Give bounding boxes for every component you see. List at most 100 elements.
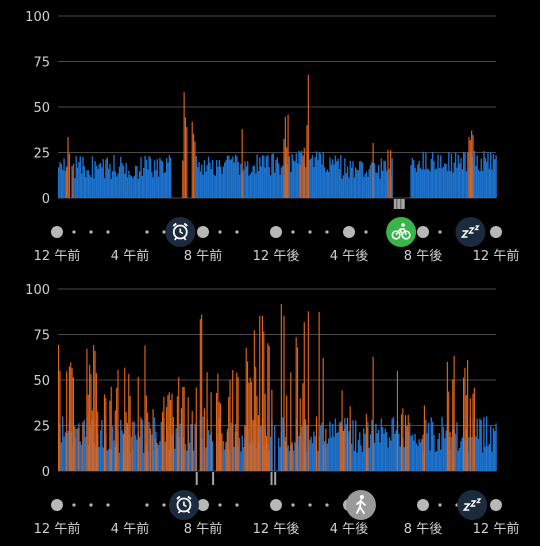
hr-bar-blue bbox=[448, 152, 450, 198]
hr-bar-blue bbox=[423, 169, 426, 198]
hr-bar-orange bbox=[448, 391, 450, 471]
hr-bar-orange bbox=[449, 432, 451, 471]
hr-bar-blue bbox=[116, 176, 118, 198]
sleep-icon-z2 bbox=[467, 227, 475, 234]
alarm-clock-icon[interactable] bbox=[168, 490, 199, 520]
hr-bar-blue bbox=[166, 158, 168, 198]
hr-bar-blue bbox=[425, 419, 427, 471]
hr-bar-orange bbox=[105, 397, 107, 471]
hr-bar-blue bbox=[433, 161, 435, 198]
timeline-dot-small bbox=[438, 230, 442, 234]
hr-bar-blue bbox=[152, 177, 154, 198]
hr-bar-blue bbox=[382, 427, 384, 471]
hr-bar-blue bbox=[334, 418, 337, 471]
hr-bar-blue bbox=[490, 152, 492, 198]
hr-bar-orange bbox=[255, 366, 257, 471]
hr-bar-blue bbox=[224, 162, 226, 198]
hr-bar-blue bbox=[210, 169, 212, 198]
hr-bar-blue bbox=[79, 156, 81, 198]
hr-bar-orange bbox=[193, 134, 195, 198]
hr-bar-blue bbox=[211, 441, 214, 471]
hr-bar-orange bbox=[122, 433, 124, 471]
timeline-dot-small bbox=[291, 230, 295, 234]
hr-bar-blue bbox=[80, 173, 83, 198]
hr-bar-blue bbox=[90, 177, 92, 198]
x-tick-label: 8 午後 bbox=[404, 249, 442, 264]
hr-bar-blue bbox=[112, 426, 114, 471]
hr-bar-orange bbox=[78, 428, 80, 471]
alarm-clock-icon[interactable] bbox=[165, 217, 196, 247]
y-tick-label: 100 bbox=[25, 283, 50, 298]
hr-bar-orange bbox=[155, 438, 157, 471]
hr-bar-blue bbox=[109, 163, 111, 198]
hr-bar-blue bbox=[247, 161, 249, 198]
hr-bar-orange bbox=[171, 393, 173, 471]
hr-bar-blue bbox=[344, 158, 346, 198]
sleep-icon[interactable] bbox=[455, 217, 486, 247]
hr-bar-blue bbox=[491, 169, 493, 198]
hr-bar-blue bbox=[426, 433, 428, 471]
hr-bar-orange bbox=[264, 394, 266, 471]
alarm-clock-icon-legs bbox=[174, 237, 187, 241]
hr-bar-blue bbox=[292, 160, 295, 198]
hr-bar-blue bbox=[429, 171, 431, 198]
hr-bar-blue bbox=[275, 159, 277, 198]
hr-bar-blue bbox=[93, 178, 95, 198]
hr-bar-blue bbox=[141, 175, 144, 198]
hr-bar-orange bbox=[471, 130, 473, 198]
hr-bar-blue bbox=[458, 447, 461, 471]
hr-bar-blue bbox=[205, 447, 207, 471]
hr-bar-blue bbox=[139, 171, 141, 198]
hr-bar-blue bbox=[454, 433, 457, 471]
hr-bar-blue bbox=[431, 151, 434, 198]
hr-bar-blue bbox=[209, 434, 211, 471]
hr-bar-blue bbox=[391, 418, 393, 471]
hr-bar-blue bbox=[157, 444, 160, 471]
hr-bar-blue bbox=[85, 176, 87, 198]
hr-bar-blue bbox=[64, 170, 67, 198]
cycling-icon[interactable] bbox=[386, 217, 417, 247]
hr-bar-blue bbox=[383, 160, 385, 198]
hr-bar-blue bbox=[340, 155, 342, 198]
hr-bar-blue bbox=[377, 165, 380, 198]
hr-bar-orange bbox=[95, 373, 97, 471]
hr-bar-orange bbox=[283, 315, 285, 471]
hr-bar-blue bbox=[160, 421, 162, 471]
hr-bar-blue bbox=[446, 171, 449, 198]
hr-bar-blue bbox=[411, 157, 414, 198]
walking-icon[interactable] bbox=[345, 490, 376, 520]
hr-bar-blue bbox=[399, 446, 401, 471]
hr-bar-blue bbox=[301, 426, 303, 471]
hr-bar-orange bbox=[191, 411, 193, 471]
hr-bar-blue bbox=[167, 162, 169, 198]
hr-bar-orange bbox=[280, 303, 282, 471]
hr-bar-blue bbox=[433, 434, 435, 471]
hr-bar-blue bbox=[253, 165, 256, 198]
hr-bar-blue bbox=[137, 178, 139, 198]
y-tick-label: 75 bbox=[33, 329, 50, 344]
hr-bar-orange bbox=[210, 392, 212, 471]
hr-bar-orange bbox=[284, 116, 286, 198]
hr-bar-blue bbox=[348, 431, 350, 471]
sleep-icon[interactable] bbox=[457, 490, 488, 520]
hr-bar-blue bbox=[226, 155, 229, 198]
hr-bar-blue bbox=[272, 153, 274, 198]
hr-bar-blue bbox=[164, 172, 166, 198]
hr-bar-blue bbox=[205, 171, 207, 198]
hr-bar-blue bbox=[317, 159, 319, 198]
hr-bar-blue bbox=[193, 450, 195, 471]
hr-bar-blue bbox=[314, 436, 316, 471]
hr-bar-blue bbox=[110, 178, 112, 198]
hr-bar-orange bbox=[182, 387, 184, 471]
hr-bar-blue bbox=[445, 430, 447, 471]
hr-bar-blue bbox=[379, 178, 381, 198]
hr-bar-orange bbox=[305, 419, 307, 471]
hr-bar-orange bbox=[206, 372, 208, 471]
hr-bar-orange bbox=[453, 356, 455, 471]
hr-bar-orange bbox=[93, 345, 95, 471]
hr-bar-blue bbox=[491, 451, 493, 471]
hr-bar-blue bbox=[106, 157, 108, 198]
hr-bar-blue bbox=[130, 176, 133, 198]
hr-bar-orange bbox=[66, 167, 68, 198]
hr-bar-blue bbox=[456, 167, 458, 198]
